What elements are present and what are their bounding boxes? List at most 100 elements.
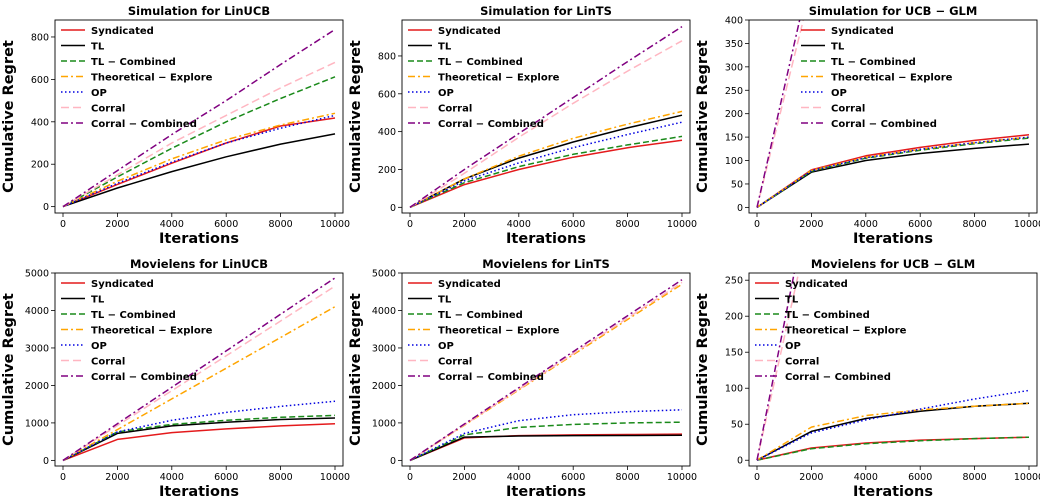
y-tick-label: 300	[725, 62, 743, 73]
y-tick-label: 4000	[25, 306, 49, 317]
legend-label: TL	[831, 42, 845, 53]
legend-label: OP	[438, 341, 454, 352]
legend-label: Corral	[831, 104, 865, 115]
legend-label: Theoretical − Explore	[785, 326, 907, 337]
x-tick-label: 8000	[616, 472, 640, 483]
x-tick-label: 10000	[1014, 472, 1040, 483]
legend-label: Syndicated	[91, 26, 154, 37]
series-line	[409, 25, 683, 208]
x-tick-label: 10000	[667, 472, 697, 483]
series-line	[756, 402, 1030, 461]
x-tick-label: 6000	[561, 219, 585, 230]
y-tick-label: 200	[378, 165, 396, 176]
y-tick-label: 150	[725, 133, 743, 144]
legend-label: TL	[91, 42, 105, 53]
y-tick-label: 0	[737, 456, 743, 467]
series-line	[409, 434, 683, 462]
x-tick-label: 10000	[320, 219, 350, 230]
x-axis-label: Iterations	[506, 484, 586, 500]
series-line	[409, 281, 683, 462]
series-line	[756, 137, 1030, 209]
legend-label: Syndicated	[91, 279, 154, 290]
x-tick-label: 4000	[854, 472, 878, 483]
x-axis-label: Iterations	[853, 231, 933, 247]
y-tick-label: 0	[737, 203, 743, 214]
legend-label: Corral	[785, 357, 819, 368]
chart-title: Movielens for UCB − GLM	[811, 257, 975, 271]
series-line	[409, 40, 683, 208]
series-group	[409, 279, 683, 462]
legend-label: Corral − Combined	[831, 119, 937, 130]
x-axis-label: Iterations	[853, 484, 933, 500]
plot-frame	[54, 272, 344, 467]
plot-frame	[748, 19, 1038, 214]
y-tick-label: 400	[378, 127, 396, 138]
chart-5: Movielens for LinTS 0 2000 4000 6000 8000 1000…	[348, 257, 697, 500]
series-line	[756, 143, 1030, 209]
series-line	[409, 283, 683, 462]
legend-label: Corral − Combined	[785, 372, 891, 383]
series-line	[756, 436, 1030, 461]
legend-label: OP	[831, 88, 847, 99]
series-line	[409, 135, 683, 208]
y-tick-label: 3000	[25, 343, 49, 354]
chart-title: Simulation for LinTS	[480, 4, 612, 18]
x-tick-label: 8000	[963, 219, 987, 230]
plot-frame	[54, 19, 344, 214]
series-line	[62, 76, 336, 208]
legend-label: OP	[91, 88, 107, 99]
x-tick-label: 0	[754, 472, 760, 483]
x-tick-label: 10000	[1014, 219, 1040, 230]
x-tick-label: 6000	[908, 472, 932, 483]
x-tick-label: 8000	[616, 219, 640, 230]
legend-label: Corral − Combined	[91, 119, 197, 130]
legend-label: Theoretical − Explore	[91, 326, 213, 337]
legend: Syndicated TL TL − Combined Theoretical − E…	[408, 26, 560, 130]
x-tick-label: 0	[407, 219, 413, 230]
y-axis-label: Cumulative Regret	[695, 293, 711, 446]
x-tick-label: 10000	[667, 219, 697, 230]
y-tick-label: 200	[725, 109, 743, 120]
series-line	[756, 20, 801, 208]
x-tick-label: 4000	[160, 219, 184, 230]
x-tick-label: 4000	[160, 472, 184, 483]
x-tick-label: 2000	[452, 472, 476, 483]
x-tick-label: 8000	[269, 219, 293, 230]
x-tick-label: 0	[60, 472, 66, 483]
y-tick-label: 50	[731, 420, 743, 431]
legend-label: TL − Combined	[91, 57, 176, 68]
x-tick-label: 8000	[269, 472, 293, 483]
series-line	[409, 139, 683, 208]
x-tick-label: 6000	[214, 472, 238, 483]
y-tick-label: 0	[43, 202, 49, 213]
x-tick-label: 8000	[963, 472, 987, 483]
y-tick-label: 800	[31, 32, 49, 43]
y-tick-label: 800	[378, 51, 396, 62]
y-tick-label: 0	[43, 456, 49, 467]
series-line	[62, 133, 336, 208]
series-group	[756, 273, 1030, 461]
legend-label: OP	[91, 341, 107, 352]
x-tick-label: 10000	[320, 472, 350, 483]
series-line	[409, 110, 683, 208]
series-line	[62, 114, 336, 208]
legend-label: Syndicated	[831, 26, 894, 37]
x-tick-label: 0	[407, 472, 413, 483]
y-tick-label: 2000	[25, 381, 49, 392]
y-axis-label: Cumulative Regret	[1, 293, 17, 446]
x-tick-label: 6000	[561, 472, 585, 483]
y-tick-label: 100	[725, 384, 743, 395]
legend-label: TL	[785, 295, 799, 306]
legend-label: Syndicated	[438, 26, 501, 37]
series-line	[409, 421, 683, 462]
y-tick-label: 2000	[372, 381, 396, 392]
x-tick-label: 2000	[452, 219, 476, 230]
x-axis-label: Iterations	[159, 484, 239, 500]
series-group	[62, 28, 336, 208]
legend-label: TL − Combined	[438, 310, 523, 321]
y-axis-label: Cumulative Regret	[1, 40, 17, 193]
legend-label: Theoretical − Explore	[831, 73, 953, 84]
legend-label: TL − Combined	[831, 57, 916, 68]
series-line	[756, 389, 1030, 461]
